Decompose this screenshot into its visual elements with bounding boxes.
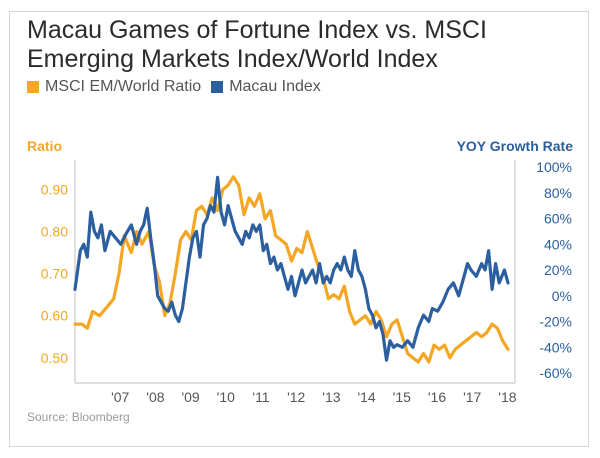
- x-tick-label: '17: [463, 389, 481, 405]
- x-tick-label: '09: [181, 389, 199, 405]
- x-tick-label: '18: [498, 389, 516, 405]
- chart-title: Macau Games of Fortune Index vs. MSCI Em…: [27, 16, 487, 73]
- right-axis-label: YOY Growth Rate: [457, 138, 574, 154]
- x-tick-label: '10: [217, 389, 235, 405]
- legend-label-macau: Macau Index: [229, 78, 321, 95]
- right-tick-label: -40%: [539, 339, 572, 355]
- chart-card: [9, 11, 589, 447]
- series-layer: [73, 175, 510, 364]
- right-tick-label: 80%: [544, 185, 572, 201]
- right-tick-label: -20%: [539, 314, 572, 330]
- left-tick-label: 0.80: [41, 224, 68, 240]
- x-tick-label: '12: [287, 389, 305, 405]
- left-axis-ticks: 0.90 0.80 0.70 0.60 0.50: [41, 181, 68, 365]
- x-axis-ticks: '07 '08 '09 '10 '11 '12 '13 '14 '15 '16 '17 '18: [111, 389, 517, 405]
- right-tick-label: 20%: [544, 262, 572, 278]
- right-tick-label: -60%: [539, 365, 572, 381]
- series-line-macau: [73, 175, 510, 362]
- left-tick-label: 0.60: [41, 308, 68, 324]
- x-tick-label: '07: [111, 389, 129, 405]
- legend-swatch-macau: [211, 81, 224, 93]
- series-line-ratio: [73, 175, 510, 364]
- legend-item-macau: Macau Index: [211, 78, 321, 96]
- x-tick-label: '16: [428, 389, 446, 405]
- left-tick-label: 0.90: [41, 181, 68, 197]
- x-tick-label: '08: [146, 389, 164, 405]
- x-tick-label: '11: [252, 389, 269, 405]
- left-tick-label: 0.50: [41, 350, 68, 366]
- legend-item-ratio: MSCI EM/World Ratio: [27, 78, 201, 96]
- left-axis-label: Ratio: [27, 138, 62, 154]
- x-tick-label: '15: [393, 389, 411, 405]
- right-tick-label: 60%: [544, 211, 572, 227]
- legend-swatch-ratio: [27, 81, 39, 93]
- right-tick-label: 100%: [536, 159, 572, 175]
- legend-label-ratio: MSCI EM/World Ratio: [45, 78, 202, 95]
- x-tick-label: '13: [322, 389, 340, 405]
- right-axis-ticks: 100% 80% 60% 40% 20% 0% -20% -40% -60%: [536, 159, 572, 381]
- left-tick-label: 0.70: [41, 266, 68, 282]
- right-tick-label: 40%: [544, 236, 572, 252]
- x-tick-label: '14: [357, 389, 375, 405]
- legend: MSCI EM/World Ratio Macau Index: [27, 78, 331, 96]
- source-note: Source: Bloomberg: [27, 410, 130, 424]
- right-tick-label: 0%: [552, 288, 572, 304]
